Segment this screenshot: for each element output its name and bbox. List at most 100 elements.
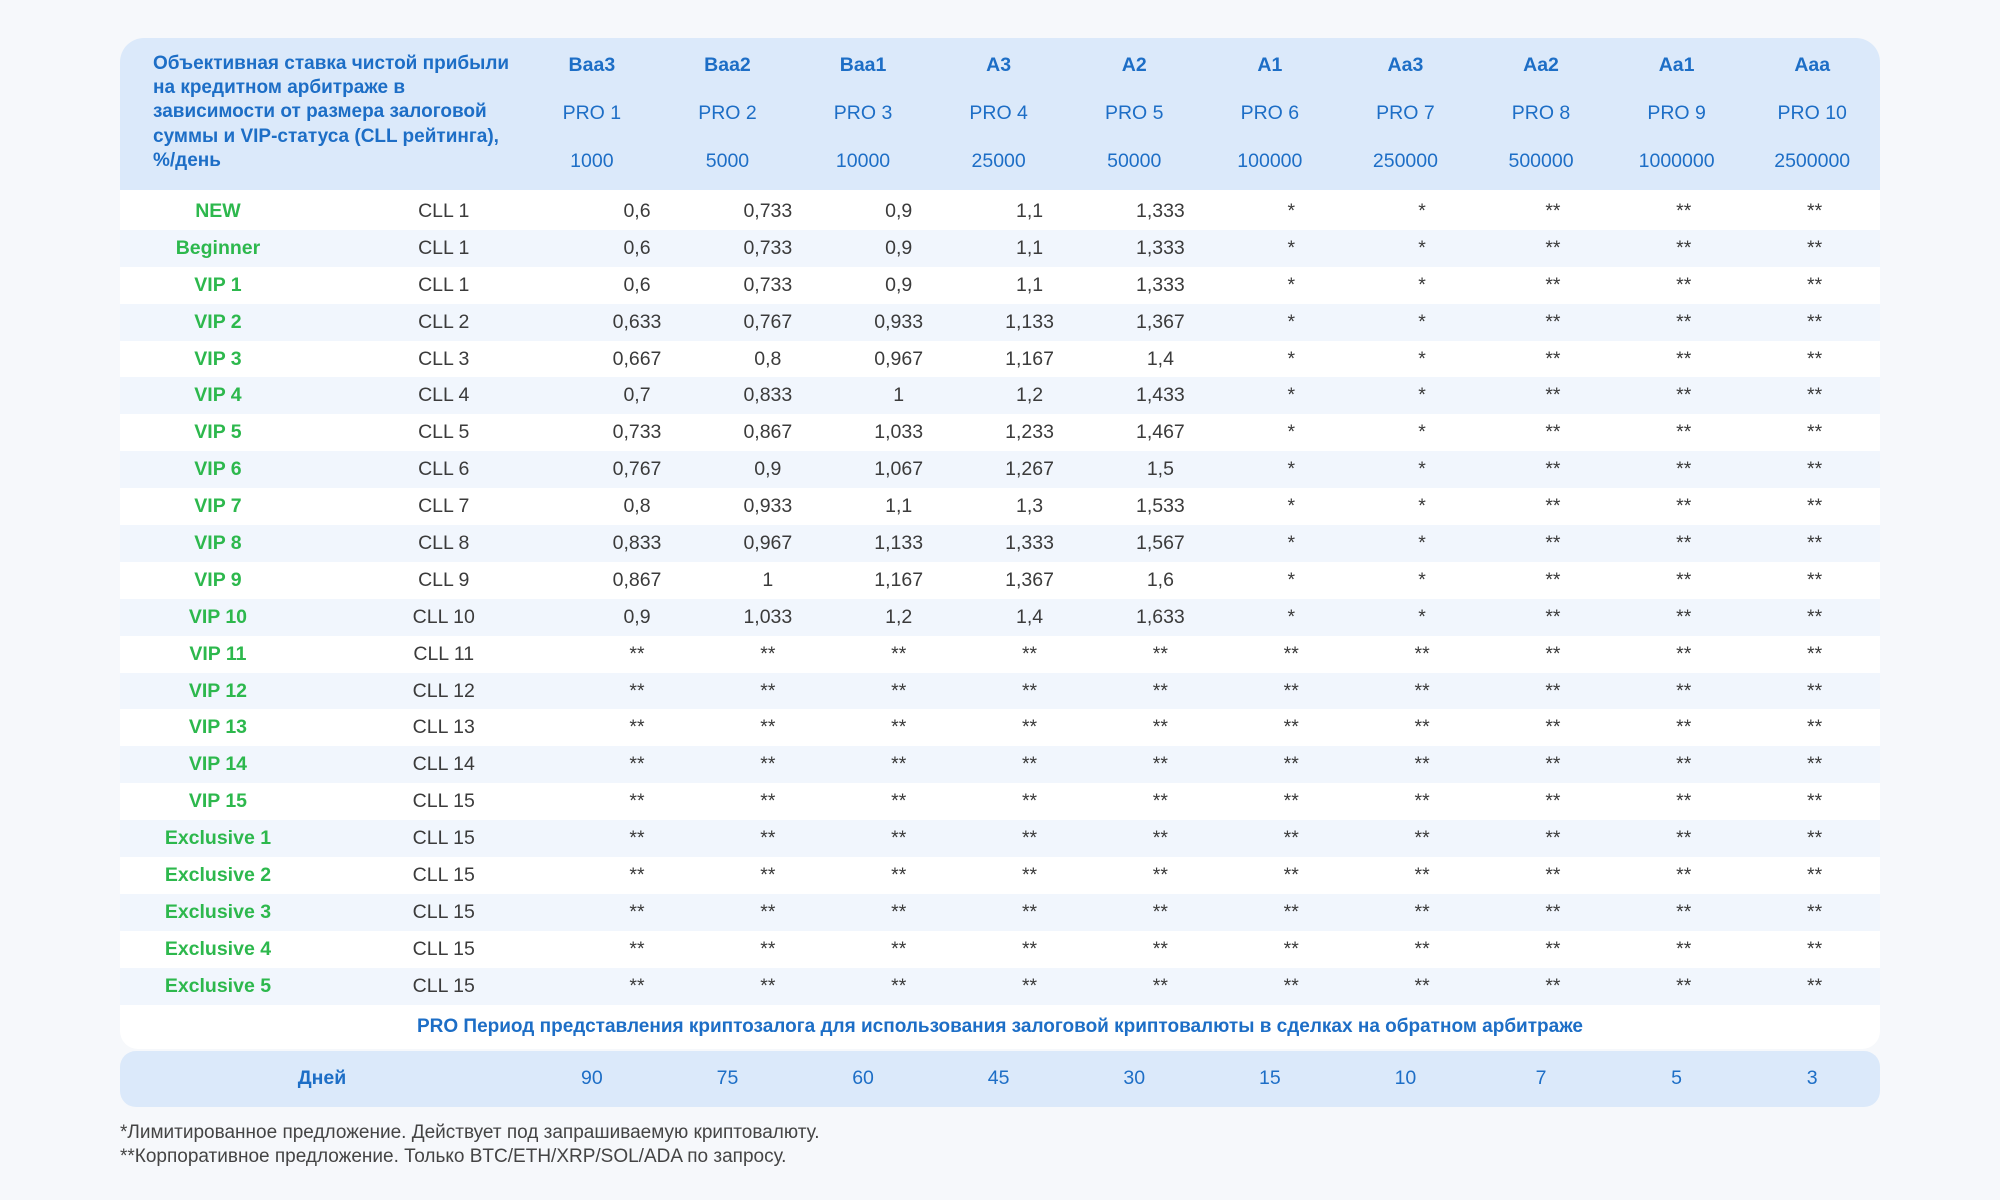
status-cell: VIP 4 — [194, 384, 242, 407]
rate-cell: ** — [629, 790, 645, 813]
rate-cell: ** — [1807, 384, 1823, 407]
rate-cell: ** — [1676, 495, 1692, 518]
rate-cell: 1,2 — [885, 605, 913, 628]
rate-cell: 0,9 — [885, 199, 913, 222]
rate-cell: ** — [1152, 900, 1168, 923]
pro-label: PRO 10 — [1777, 102, 1847, 124]
table-row: VIP 9 CLL 9 0,867 1 1,167 1,367 1,6 * * ** ** ** — [120, 562, 1880, 599]
rate-cell: 0,9 — [885, 273, 913, 296]
pro-label: PRO 2 — [698, 102, 757, 124]
cll-cell: CLL 15 — [412, 900, 475, 923]
rate-cell: * — [1418, 347, 1426, 370]
rating-label: Baa3 — [568, 54, 616, 76]
rate-cell: ** — [1676, 753, 1692, 776]
rate-cell: ** — [1545, 273, 1561, 296]
status-cell: Exclusive 5 — [164, 974, 272, 997]
rate-cell: ** — [1152, 753, 1168, 776]
table-row: Exclusive 3 CLL 15 ** ** ** ** ** ** ** ** ** ** — [120, 893, 1880, 931]
table-title: Объективная ставка чистой прибыли на кре… — [153, 53, 510, 171]
rate-cell: ** — [629, 937, 645, 960]
rate-cell: ** — [760, 679, 776, 702]
header-column: A2 PRO 5 50000 — [1066, 38, 1202, 190]
rate-cell: 1,533 — [1135, 495, 1185, 518]
rate-cell: ** — [1414, 863, 1430, 886]
status-cell: VIP 13 — [188, 716, 248, 739]
rating-label: A3 — [986, 54, 1012, 76]
rate-cell: ** — [1807, 863, 1823, 886]
cll-cell: CLL 15 — [412, 974, 475, 997]
status-cell: VIP 15 — [188, 790, 248, 813]
status-cell: VIP 11 — [189, 642, 247, 665]
rate-cell: * — [1287, 384, 1296, 407]
cll-cell: CLL 7 — [418, 495, 470, 518]
amount-label: 25000 — [971, 150, 1026, 172]
rate-cell: * — [1287, 531, 1296, 554]
rating-label: A2 — [1121, 54, 1147, 76]
rate-cell: 1,1 — [1015, 199, 1044, 222]
rate-cell: ** — [629, 679, 645, 702]
pro-label: PRO 6 — [1240, 102, 1300, 124]
rate-cell: 1,333 — [1135, 236, 1185, 259]
rate-cell: ** — [1676, 937, 1692, 960]
rate-cell: ** — [1807, 605, 1823, 628]
rate-cell: ** — [1807, 827, 1823, 850]
rate-cell: ** — [1283, 679, 1299, 702]
rate-cell: * — [1418, 531, 1426, 554]
rate-cell: ** — [1545, 199, 1561, 222]
days-value: 30 — [1123, 1067, 1146, 1090]
rate-cell: ** — [1021, 937, 1038, 960]
rating-label: Aaa — [1794, 54, 1831, 76]
rate-cell: ** — [1807, 900, 1823, 923]
rate-cell: 1,433 — [1135, 384, 1185, 407]
rate-cell: ** — [891, 679, 907, 702]
rate-cell: 1,367 — [1005, 568, 1054, 591]
rate-cell: ** — [1545, 421, 1561, 444]
amount-label: 2500000 — [1774, 150, 1851, 172]
cll-cell: CLL 2 — [418, 310, 470, 333]
rate-cell: ** — [1545, 679, 1561, 702]
rate-cell: 0,8 — [623, 495, 651, 518]
rate-cell: ** — [1152, 974, 1168, 997]
rate-cell: ** — [1545, 753, 1561, 776]
rate-cell: ** — [1676, 199, 1692, 222]
rate-cell: ** — [1807, 310, 1823, 333]
cll-cell: CLL 14 — [412, 753, 475, 776]
rate-cell: ** — [891, 900, 907, 923]
rate-cell: ** — [1676, 384, 1692, 407]
rate-cell: 1 — [762, 568, 774, 591]
rate-cell: ** — [1807, 421, 1823, 444]
rate-cell: 0,833 — [743, 384, 793, 407]
table-row: Beginner CLL 1 0,6 0,733 0,9 1,1 1,333 * * ** ** ** — [120, 229, 1880, 267]
rate-cell: * — [1418, 384, 1426, 407]
rate-cell: ** — [760, 900, 776, 923]
rate-cell: ** — [1283, 642, 1299, 665]
pro-label: PRO 9 — [1647, 102, 1706, 124]
rate-cell: ** — [1545, 495, 1561, 518]
rate-cell: 0,667 — [612, 347, 662, 370]
pro-label: PRO 3 — [833, 102, 893, 124]
table-row: Exclusive 4 CLL 15 ** ** ** ** ** ** ** ** ** ** — [120, 931, 1880, 968]
amount-label: 1000000 — [1638, 150, 1715, 172]
rating-label: Aa1 — [1658, 54, 1695, 76]
pro-label: PRO 5 — [1104, 102, 1164, 124]
rate-cell: * — [1418, 605, 1426, 628]
days-row: Дней 90 75 60 45 30 15 10 7 5 3 — [120, 1050, 1880, 1107]
header-columns: Baa3 PRO 1 1000 Baa2 PRO 2 5000 Baa1 PRO 3 10000… — [524, 38, 1880, 190]
pro-label: PRO 7 — [1376, 102, 1435, 124]
rate-cell: ** — [1807, 679, 1823, 702]
period-caption: PRO Период представления криптозалога дл… — [416, 1015, 1584, 1037]
rate-cell: * — [1287, 273, 1296, 296]
header-column: A1 PRO 6 100000 — [1202, 38, 1338, 190]
rate-cell: ** — [1152, 642, 1168, 665]
rate-cell: * — [1418, 568, 1426, 591]
amount-label: 500000 — [1508, 150, 1574, 172]
status-cell: Exclusive 3 — [164, 900, 272, 923]
cll-cell: CLL 1 — [418, 273, 470, 296]
pro-label: PRO 4 — [969, 102, 1028, 124]
cll-cell: CLL 5 — [418, 421, 470, 444]
header-column: A3 PRO 4 25000 — [931, 38, 1067, 190]
rate-cell: ** — [1283, 900, 1299, 923]
rate-cell: 0,6 — [623, 236, 651, 259]
rate-cell: 1,4 — [1146, 347, 1174, 370]
rate-cell: ** — [1676, 458, 1692, 481]
